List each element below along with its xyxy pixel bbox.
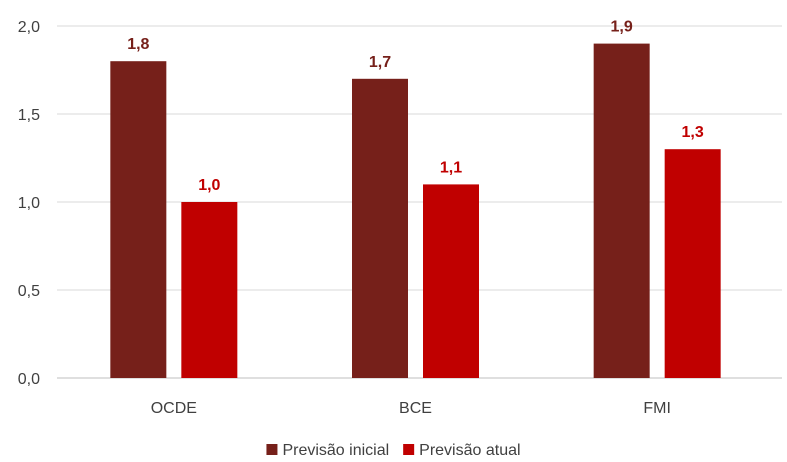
data-label: 1,0 (198, 177, 220, 194)
legend-item: Previsão atual (403, 442, 521, 459)
bar-ocde-series-2 (181, 202, 238, 378)
legend-swatch (403, 444, 415, 455)
y-tick-label: 0,0 (18, 371, 40, 388)
bar-fmi-series-2 (664, 149, 721, 378)
data-label: 1,3 (682, 124, 704, 141)
y-tick-label: 1,5 (18, 107, 40, 124)
data-label: 1,9 (611, 19, 633, 36)
data-labels: 1,8 1,0 1,7 1,1 1,9 1,3 (127, 19, 704, 194)
bar-fmi-series-1 (593, 43, 650, 378)
legend: Previsão inicial Previsão atual (266, 442, 521, 459)
y-axis-ticks: 0,0 0,5 1,0 1,5 2,0 (18, 19, 40, 388)
bar-bce-series-2 (423, 184, 479, 378)
x-category-label: FMI (643, 400, 671, 417)
y-tick-label: 1,0 (18, 195, 40, 212)
data-label: 1,1 (440, 159, 462, 176)
bar-ocde-series-1 (110, 61, 167, 378)
legend-label: Previsão inicial (282, 442, 389, 459)
x-axis-categories: OCDE BCE FMI (151, 400, 671, 417)
bars (110, 43, 721, 379)
gridlines (57, 25, 782, 379)
legend-swatch (266, 444, 278, 455)
legend-label: Previsão atual (419, 442, 520, 459)
x-category-label: BCE (399, 400, 432, 417)
data-label: 1,7 (369, 54, 391, 71)
data-label: 1,8 (127, 36, 149, 53)
y-tick-label: 0,5 (18, 283, 40, 300)
legend-item: Previsão inicial (266, 442, 389, 459)
bar-bce-series-1 (352, 78, 408, 379)
y-tick-label: 2,0 (18, 19, 40, 36)
x-category-label: OCDE (151, 400, 197, 417)
